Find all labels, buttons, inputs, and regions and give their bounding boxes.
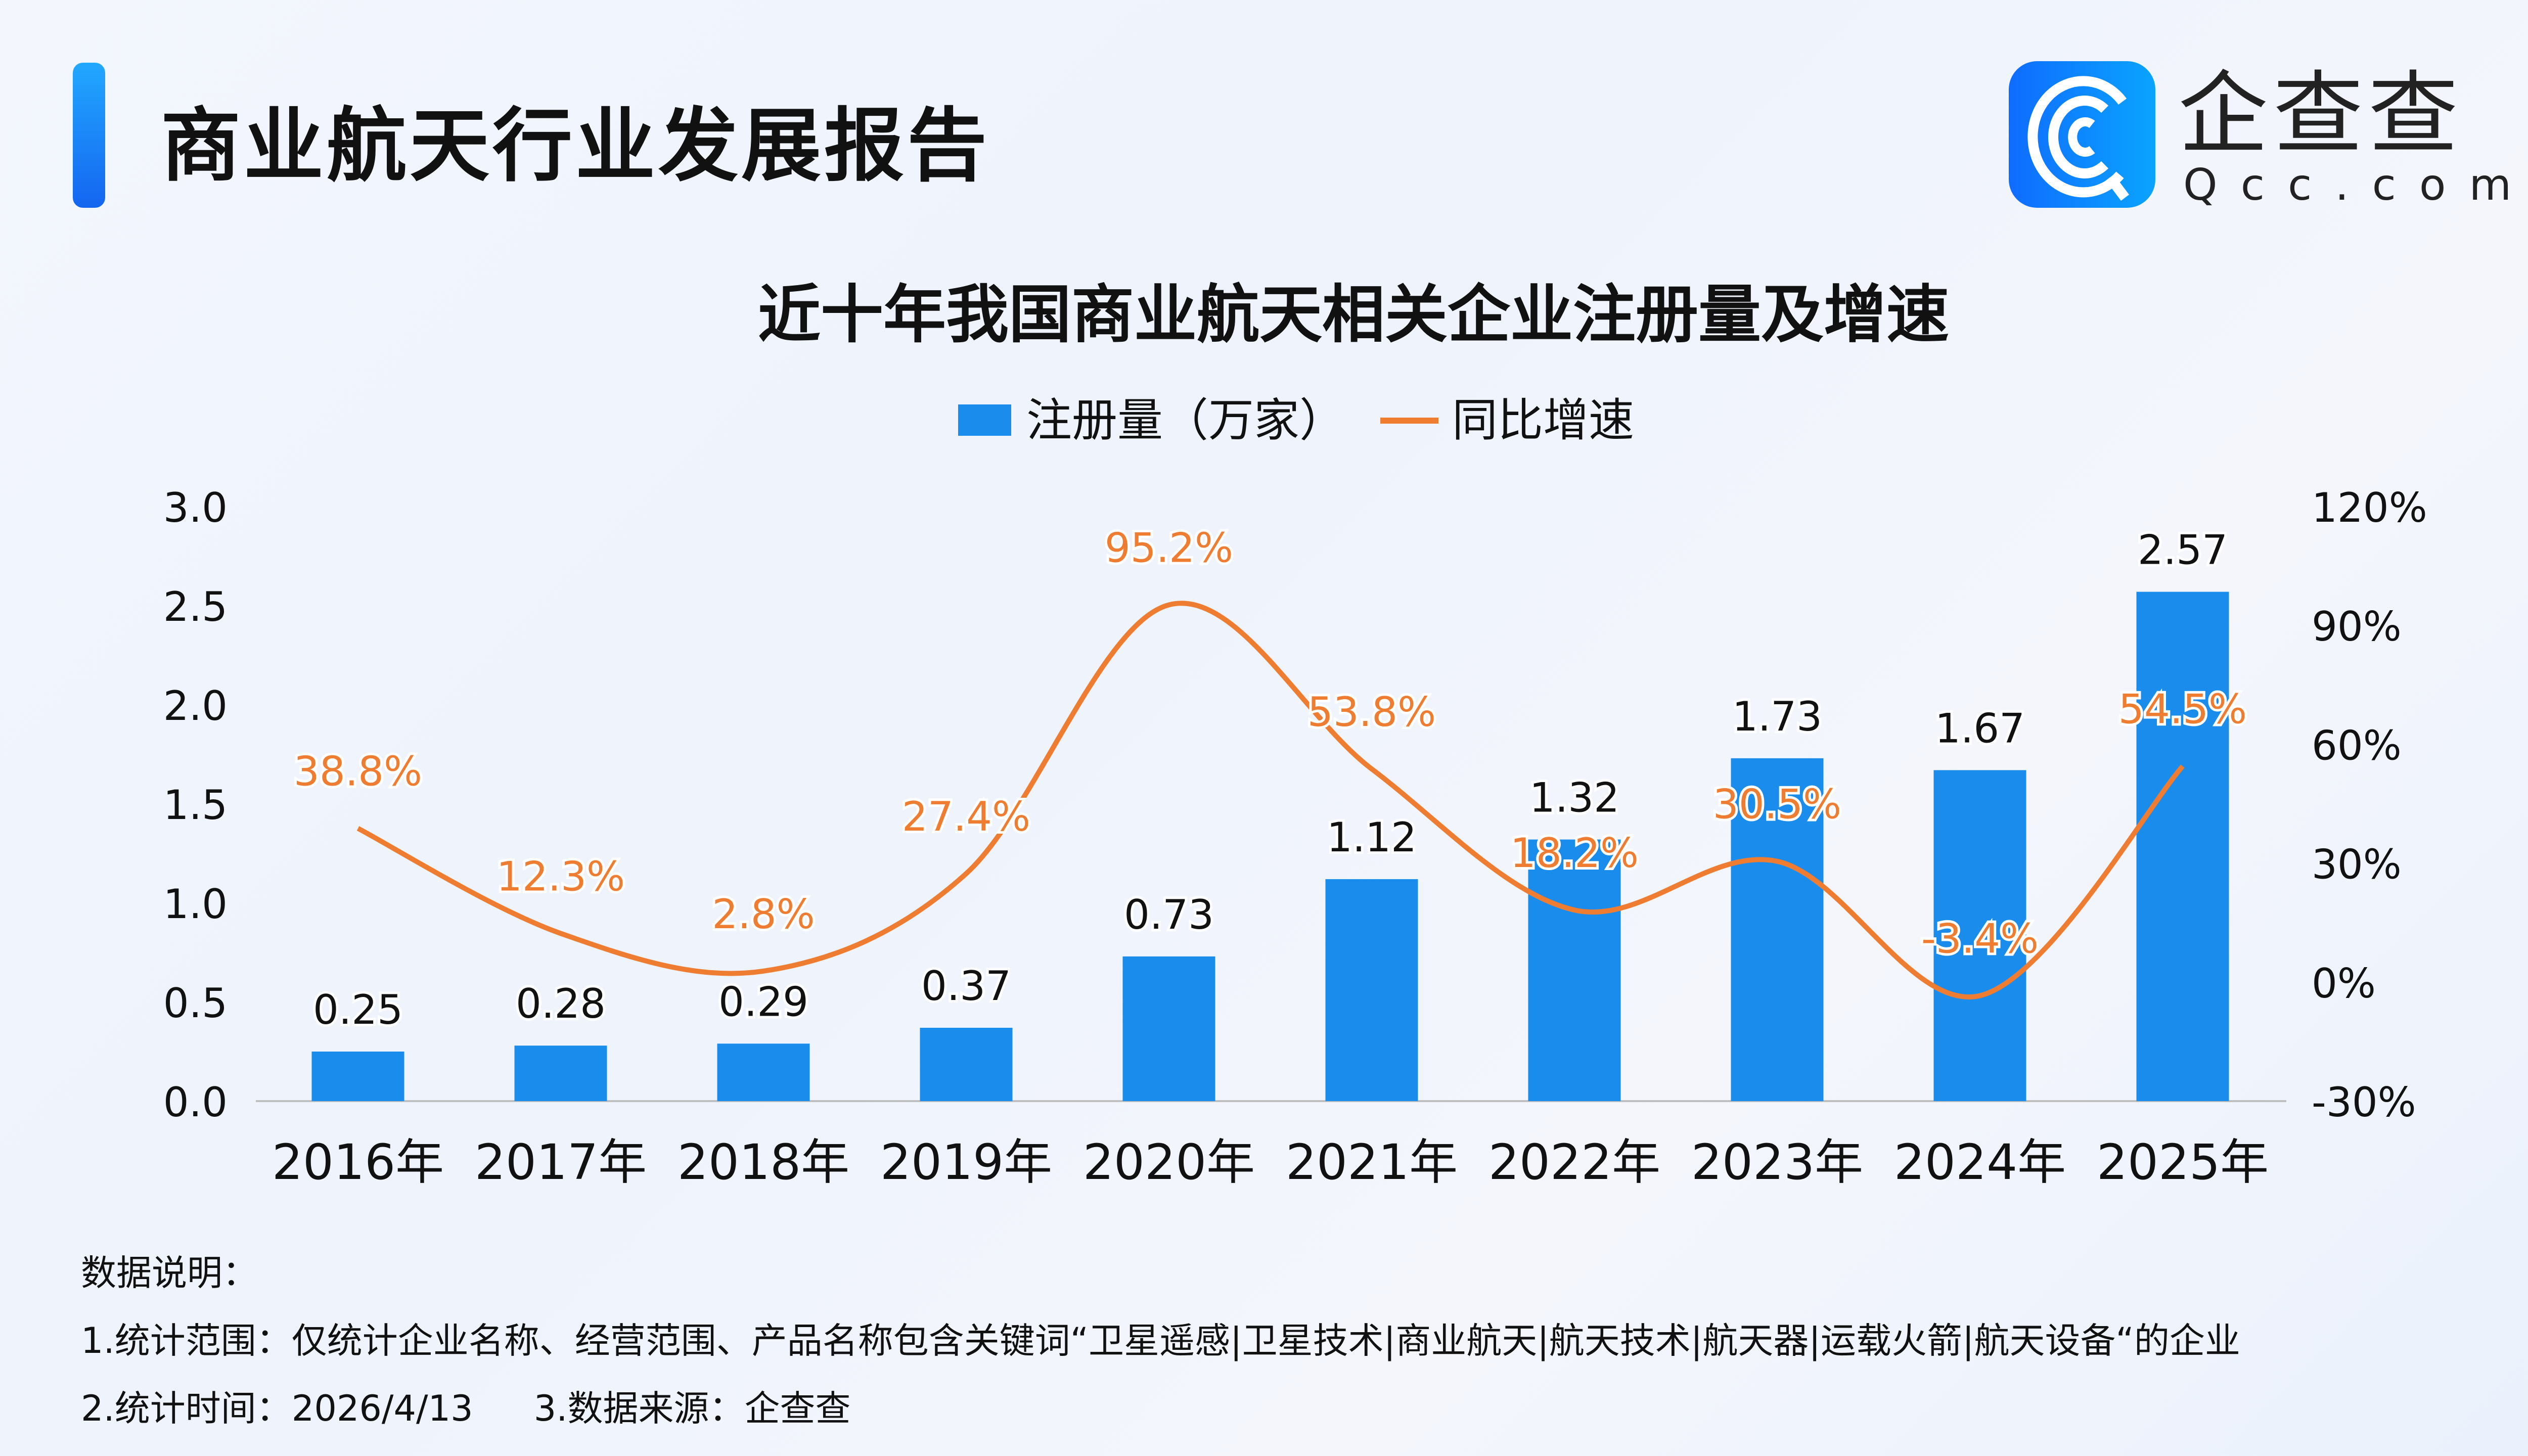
y-left-tick-label: 2.0 xyxy=(163,682,228,730)
bar-data-label: 0.29 xyxy=(718,978,808,1025)
y-right-tick-label: 120% xyxy=(2312,484,2427,531)
legend-bar-swatch xyxy=(958,404,1011,436)
x-tick-label: 2016年 xyxy=(272,1134,444,1191)
line-data-label: 54.5% xyxy=(2118,686,2247,733)
legend-bar-label: 注册量（万家） xyxy=(1026,394,1345,447)
notes-time: 2.统计时间：2026/4/13 xyxy=(81,1388,473,1429)
y-right-tick-label: 0% xyxy=(2312,960,2376,1007)
bar xyxy=(514,1045,607,1101)
bar xyxy=(1122,956,1215,1101)
y-right-tick-label: 30% xyxy=(2312,841,2402,888)
x-tick-label: 2017年 xyxy=(475,1134,647,1191)
bar-data-label: 0.73 xyxy=(1124,891,1214,938)
bar xyxy=(1731,758,1824,1101)
line-data-label: 95.2% xyxy=(1105,524,1233,571)
x-tick-label: 2019年 xyxy=(880,1134,1052,1191)
qcc-logo-icon xyxy=(2009,61,2155,208)
page-title: 商业航天行业发展报告 xyxy=(161,100,990,193)
notes-heading: 数据说明： xyxy=(81,1252,258,1294)
x-tick-label: 2023年 xyxy=(1691,1134,1863,1191)
line-data-label: 30.5% xyxy=(1713,781,1841,828)
bar-data-label: 1.73 xyxy=(1732,693,1822,740)
bar-data-label: 0.37 xyxy=(921,963,1011,1010)
notes-source: 3.数据来源：企查查 xyxy=(533,1388,851,1429)
bar-data-label: 1.32 xyxy=(1529,775,1619,822)
y-right-tick-label: -30% xyxy=(2312,1079,2416,1126)
bar-data-label: 0.25 xyxy=(313,986,403,1033)
notes-time-source: 2.统计时间：2026/4/13 3.数据来源：企查查 xyxy=(81,1380,851,1431)
x-tick-label: 2025年 xyxy=(2097,1134,2269,1191)
chart-title: 近十年我国商业航天相关企业注册量及增速 xyxy=(758,279,1949,351)
line-data-label: 2.8% xyxy=(712,891,815,938)
y-right-tick-label: 90% xyxy=(2312,603,2402,650)
bar-data-label: 1.67 xyxy=(1935,705,2025,752)
line-data-label: 53.8% xyxy=(1307,689,1436,736)
bar xyxy=(1528,839,1621,1101)
bar xyxy=(717,1043,810,1101)
x-tick-label: 2024年 xyxy=(1894,1134,2066,1191)
x-tick-label: 2018年 xyxy=(678,1134,849,1191)
bar-data-label: 2.57 xyxy=(2138,527,2228,574)
bar xyxy=(920,1027,1013,1101)
bar-data-label: 0.28 xyxy=(516,980,606,1027)
y-left-tick-label: 1.0 xyxy=(163,881,228,928)
y-left-tick-label: 3.0 xyxy=(163,484,228,531)
title-accent-bar xyxy=(73,63,105,208)
y-left-tick-label: 0.0 xyxy=(163,1079,228,1126)
line-data-label: 18.2% xyxy=(1510,830,1639,877)
legend: 注册量（万家） 同比增速 xyxy=(958,394,1634,447)
y-left-tick-label: 2.5 xyxy=(163,583,228,630)
qcc-logo: 企查查 Qcc.com xyxy=(2009,61,2528,208)
bar xyxy=(311,1052,404,1101)
x-tick-label: 2020年 xyxy=(1083,1134,1255,1191)
x-tick-label: 2021年 xyxy=(1286,1134,1458,1191)
logo-name-cn: 企查查 xyxy=(2178,62,2463,166)
y-left-tick-label: 0.5 xyxy=(163,980,228,1027)
y-left-tick-label: 1.5 xyxy=(163,782,228,829)
line-data-label: 27.4% xyxy=(902,793,1030,840)
y-right-tick-label: 60% xyxy=(2312,722,2402,769)
bar xyxy=(2136,592,2229,1101)
bar xyxy=(1933,770,2026,1101)
line-data-label: 38.8% xyxy=(294,748,422,795)
logo-name-en: Qcc.com xyxy=(2183,160,2528,210)
line-data-label: -3.4% xyxy=(1921,915,2039,962)
growth-line xyxy=(356,601,2185,999)
bar xyxy=(1325,879,1418,1101)
legend-line-label: 同比增速 xyxy=(1452,394,1634,447)
bar-data-label: 1.12 xyxy=(1327,814,1417,861)
x-tick-label: 2022年 xyxy=(1488,1134,1660,1191)
line-data-label: 12.3% xyxy=(496,853,625,900)
notes-scope: 1.统计范围：仅统计企业名称、经营范围、产品名称包含关键词“卫星遥感|卫星技术|… xyxy=(81,1320,2240,1361)
